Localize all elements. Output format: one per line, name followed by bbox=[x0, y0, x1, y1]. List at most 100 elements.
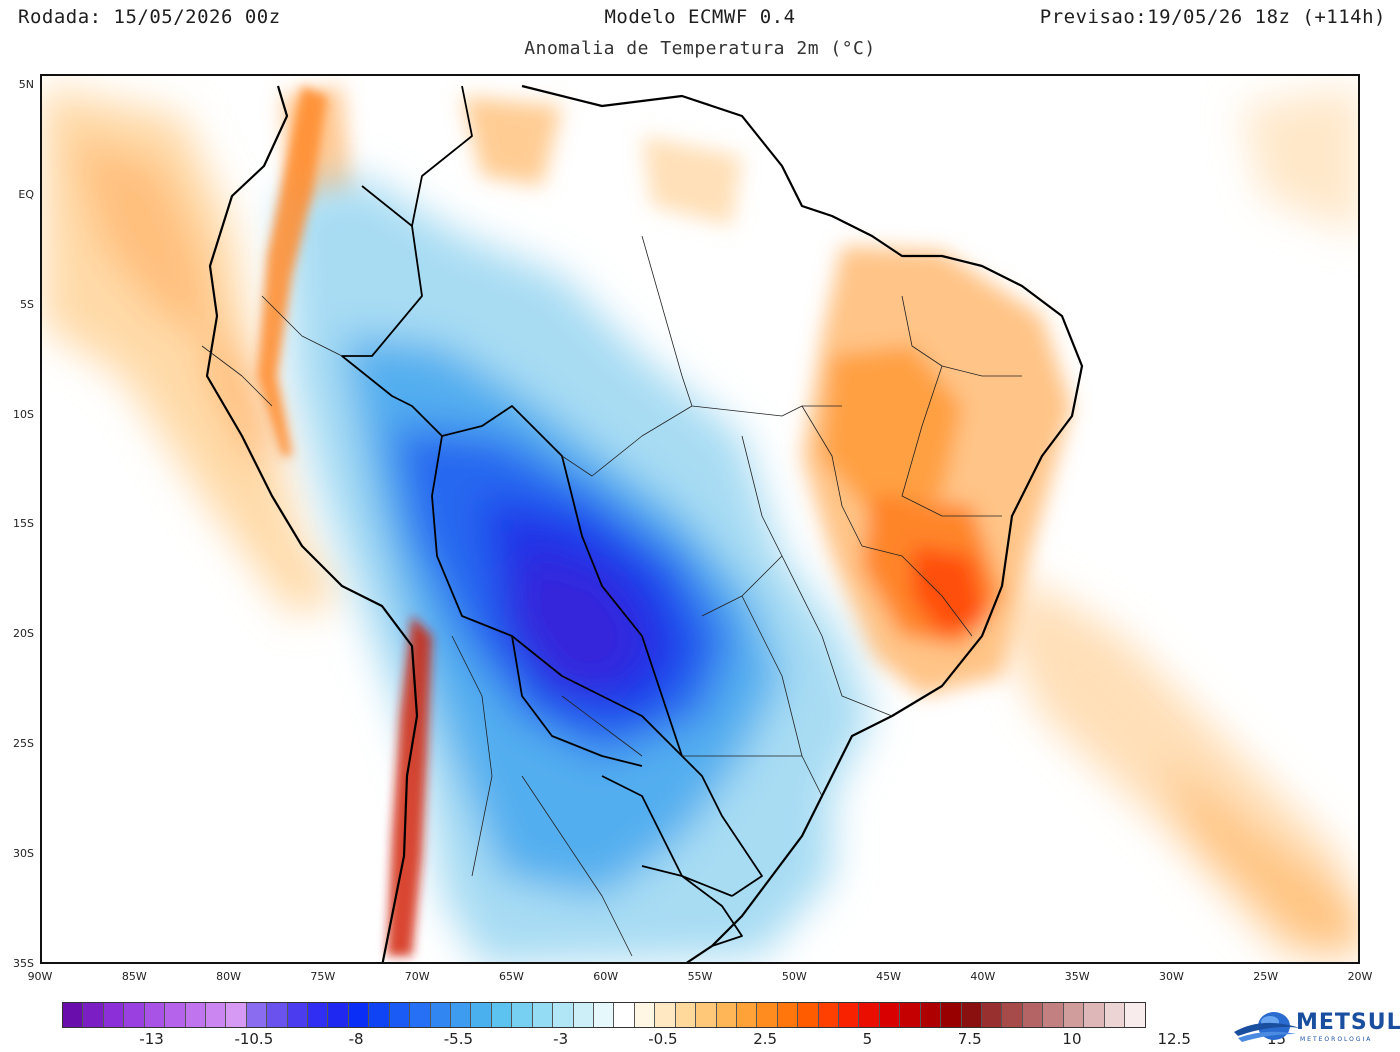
colorbar-label: -8 bbox=[348, 1030, 364, 1048]
colorbar-swatch bbox=[410, 1003, 431, 1027]
colorbar-swatch bbox=[389, 1003, 411, 1027]
colorbar-swatch bbox=[1043, 1003, 1064, 1027]
colorbar-label: -13 bbox=[139, 1030, 164, 1048]
colorbar-swatch bbox=[1104, 1003, 1125, 1027]
colorbar-swatch bbox=[226, 1003, 247, 1027]
colorbar-swatch bbox=[879, 1003, 901, 1027]
anomaly-map bbox=[40, 74, 1360, 964]
colorbar-swatch bbox=[757, 1003, 778, 1027]
lat-label: 5S bbox=[20, 297, 34, 311]
colorbar-swatch bbox=[900, 1003, 921, 1027]
colorbar-swatch bbox=[941, 1003, 962, 1027]
forecast-valid-label: Previsao:19/05/26 18z (+114h) bbox=[1039, 6, 1386, 28]
colorbar-swatch bbox=[287, 1003, 309, 1027]
colorbar-swatch bbox=[471, 1003, 492, 1027]
lat-label: 25S bbox=[13, 737, 34, 751]
colorbar-swatch bbox=[124, 1003, 145, 1027]
colorbar-swatch bbox=[634, 1003, 656, 1027]
state-borders bbox=[201, 235, 1022, 957]
colorbar-swatch bbox=[369, 1003, 390, 1027]
globe-swoosh-icon bbox=[1234, 1012, 1300, 1042]
lat-label: EQ bbox=[18, 187, 34, 201]
lon-label: 80W bbox=[216, 970, 241, 983]
colorbar bbox=[62, 1002, 1146, 1028]
colorbar-swatch bbox=[593, 1003, 615, 1027]
lon-label: 85W bbox=[121, 970, 147, 983]
colorbar-label: 10 bbox=[1062, 1030, 1082, 1048]
colorbar-swatch bbox=[512, 1003, 533, 1027]
colorbar-swatch bbox=[1002, 1003, 1023, 1027]
lon-label: 45W bbox=[876, 970, 901, 983]
lon-label: 30W bbox=[1158, 970, 1184, 983]
colorbar-swatch bbox=[348, 1003, 370, 1027]
lon-label: 40W bbox=[970, 970, 996, 983]
cold-anomaly-field bbox=[282, 176, 872, 962]
brazil-warm-anomaly bbox=[802, 246, 1072, 696]
colorbar-swatch bbox=[614, 1003, 635, 1027]
colorbar-swatch bbox=[491, 1003, 513, 1027]
colorbar-swatch bbox=[655, 1003, 676, 1027]
lat-label: 20S bbox=[13, 627, 34, 641]
pacific-warm-anomaly bbox=[42, 86, 342, 616]
colorbar-swatch bbox=[553, 1003, 574, 1027]
coastline bbox=[205, 84, 1084, 962]
colorbar-label: 2.5 bbox=[753, 1030, 778, 1048]
colorbar-swatch bbox=[246, 1003, 268, 1027]
lon-label: 60W bbox=[593, 970, 619, 983]
map-subtitle: Anomalia de Temperatura 2m (°C) bbox=[524, 38, 876, 59]
andes-warm-strip bbox=[257, 86, 432, 956]
atlantic-warm-anomaly bbox=[1002, 86, 1358, 956]
logo-subtext: METEOROLOGIA bbox=[1300, 1036, 1373, 1043]
colorbar-label: -0.5 bbox=[648, 1030, 678, 1048]
colorbar-swatch bbox=[1022, 1003, 1044, 1027]
colorbar-swatch bbox=[185, 1003, 206, 1027]
colorbar-label: -5.5 bbox=[443, 1030, 474, 1048]
colorbar-swatch bbox=[267, 1003, 288, 1027]
metsul-logo: METSUL METEOROLOGIA bbox=[1232, 1006, 1400, 1048]
colorbar-swatch bbox=[451, 1003, 472, 1027]
lon-label: 90W bbox=[27, 970, 53, 983]
colorbar-label: 12.5 bbox=[1157, 1030, 1191, 1048]
colorbar-swatch bbox=[308, 1003, 329, 1027]
lon-label: 65W bbox=[498, 970, 524, 983]
run-date-label: Rodada: 15/05/2026 00z bbox=[18, 6, 281, 28]
lon-label: 50W bbox=[781, 970, 807, 983]
colorbar-swatch bbox=[1084, 1003, 1105, 1027]
lat-label: 5N bbox=[18, 77, 34, 91]
colorbar-swatch bbox=[63, 1003, 84, 1027]
colorbar-swatch bbox=[573, 1003, 594, 1027]
colorbar-swatch bbox=[798, 1003, 819, 1027]
logo-text: METSUL bbox=[1296, 1010, 1400, 1035]
colorbar-swatch bbox=[736, 1003, 758, 1027]
colorbar-swatch bbox=[144, 1003, 166, 1027]
colorbar-swatch bbox=[961, 1003, 982, 1027]
colorbar-swatch bbox=[83, 1003, 104, 1027]
colorbar-swatch bbox=[981, 1003, 1003, 1027]
colorbar-swatch bbox=[818, 1003, 840, 1027]
colorbar-label: -3 bbox=[553, 1030, 569, 1048]
lat-label: 15S bbox=[13, 517, 34, 531]
colorbar-swatch bbox=[205, 1003, 227, 1027]
colorbar-swatch bbox=[328, 1003, 349, 1027]
lon-label: 20W bbox=[1347, 970, 1373, 983]
colorbar-label: 5 bbox=[862, 1030, 873, 1048]
colorbar-label: -10.5 bbox=[234, 1030, 274, 1048]
anomaly-map-canvas bbox=[42, 76, 1358, 962]
lon-label: 75W bbox=[310, 970, 336, 983]
colorbar-swatch bbox=[920, 1003, 942, 1027]
colorbar-swatch bbox=[430, 1003, 452, 1027]
colorbar-swatch bbox=[859, 1003, 880, 1027]
colorbar-swatch bbox=[103, 1003, 125, 1027]
model-name-label: Modelo ECMWF 0.4 bbox=[604, 6, 796, 28]
colorbar-swatch bbox=[839, 1003, 860, 1027]
colorbar-swatch bbox=[1063, 1003, 1085, 1027]
colorbar-swatch bbox=[716, 1003, 737, 1027]
colorbar-swatch bbox=[165, 1003, 186, 1027]
colorbar-swatch bbox=[777, 1003, 799, 1027]
colorbar-label: 7.5 bbox=[957, 1030, 982, 1048]
colorbar-swatch bbox=[532, 1003, 554, 1027]
lat-label: 30S bbox=[13, 847, 34, 861]
colorbar-swatch bbox=[675, 1003, 697, 1027]
lon-label: 25W bbox=[1253, 970, 1279, 983]
lon-label: 70W bbox=[404, 970, 430, 983]
